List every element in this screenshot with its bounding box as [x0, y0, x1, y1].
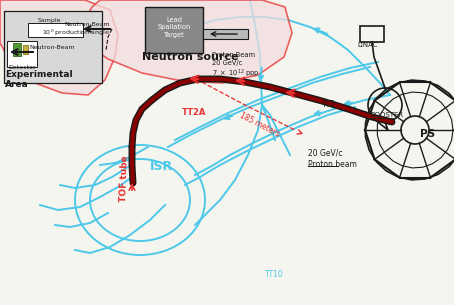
- Text: LINAC: LINAC: [357, 42, 377, 48]
- Text: TT10: TT10: [265, 270, 284, 279]
- Text: 20 GeV/c
Proton beam: 20 GeV/c Proton beam: [308, 149, 357, 169]
- Bar: [7, 41, 37, 67]
- Bar: [23, 45, 28, 54]
- Text: Detector: Detector: [8, 65, 35, 70]
- Text: 185 meters: 185 meters: [238, 111, 281, 139]
- Bar: [28, 23, 83, 37]
- Text: Neutron-Beam: Neutron-Beam: [64, 22, 110, 27]
- Bar: [203, 29, 248, 39]
- Text: Experimental
Area: Experimental Area: [5, 70, 73, 89]
- Text: Neutron-Beam: Neutron-Beam: [29, 45, 74, 50]
- Text: TT2: TT2: [322, 100, 336, 109]
- Text: PS: PS: [420, 129, 435, 139]
- Bar: [4, 11, 102, 83]
- Polygon shape: [82, 0, 292, 83]
- Bar: [360, 26, 384, 42]
- Text: BOOSTER: BOOSTER: [370, 112, 403, 118]
- Text: Sample: Sample: [38, 18, 61, 23]
- Text: Lead
Spallation
Target: Lead Spallation Target: [158, 16, 191, 38]
- Text: TT2A: TT2A: [182, 108, 207, 117]
- Text: Proton Beam
20 GeV/c
$7\ \times\ 10^{12}$ ppp: Proton Beam 20 GeV/c $7\ \times\ 10^{12}…: [212, 52, 260, 81]
- Text: ISR: ISR: [150, 160, 173, 173]
- Bar: [145, 7, 203, 53]
- Text: Neutron source: Neutron source: [142, 52, 238, 62]
- Bar: [13, 43, 21, 56]
- Text: TOF tube: TOF tube: [119, 155, 130, 202]
- Text: $10^0$ production angle: $10^0$ production angle: [42, 28, 110, 38]
- Polygon shape: [0, 0, 118, 95]
